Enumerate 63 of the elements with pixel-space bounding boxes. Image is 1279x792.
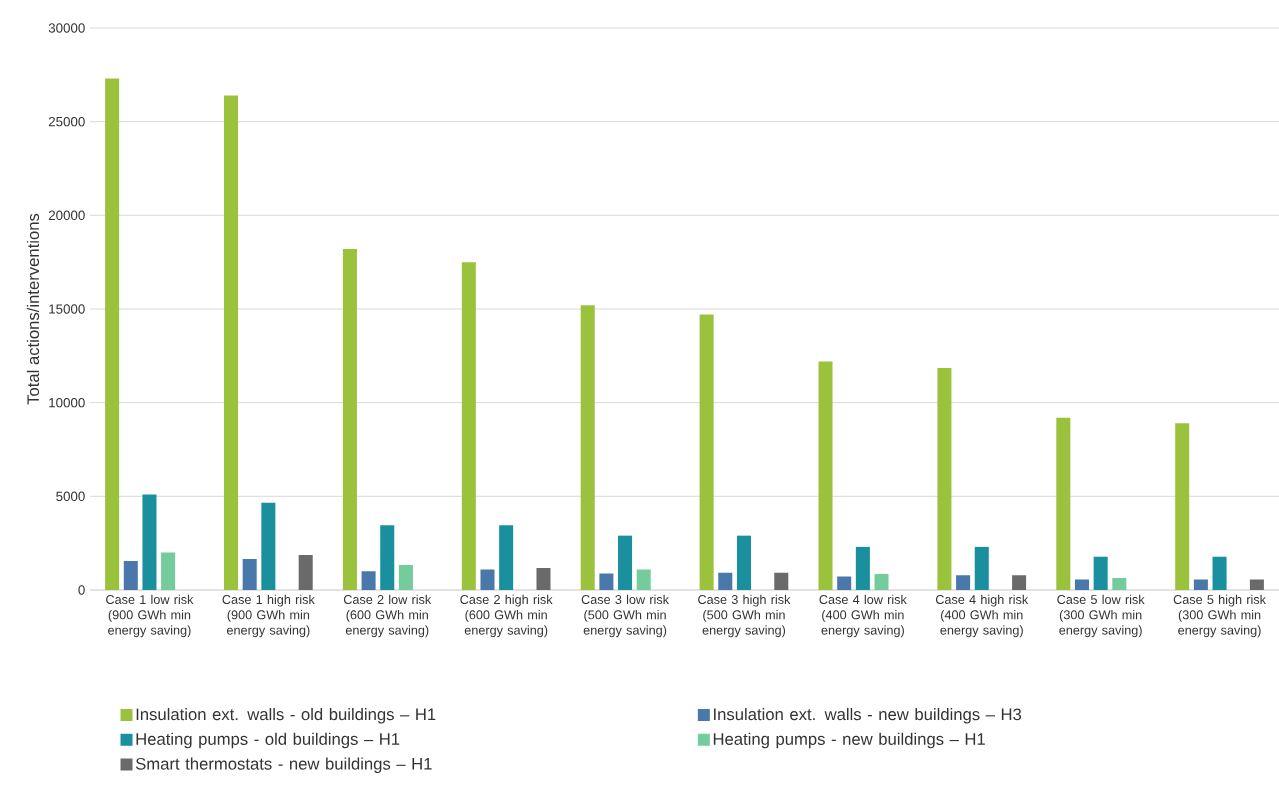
bar <box>380 525 395 590</box>
x-tick-label: Case 3 low risk (500 GWh min energy saving) <box>581 594 670 638</box>
bar <box>1175 423 1190 590</box>
y-tick-label: 0 <box>78 585 85 595</box>
bar <box>736 535 751 590</box>
bar <box>855 546 870 590</box>
y-tick-label: 10000 <box>49 397 85 408</box>
bar <box>718 572 733 590</box>
legend-label: Smart thermostats - new buildings – H1 <box>135 757 432 773</box>
bar <box>499 525 514 590</box>
bar <box>974 546 989 590</box>
bar <box>937 368 952 590</box>
bar <box>242 559 257 590</box>
bar <box>818 361 833 590</box>
x-tick-label: Case 4 high risk (400 GWh min energy saving) <box>935 594 1029 638</box>
bar <box>618 535 633 590</box>
bar <box>161 552 176 590</box>
legend-label: Insulation ext. walls - new buildings – H3 <box>714 707 1022 724</box>
y-tick-label: 25000 <box>48 116 85 127</box>
bar <box>398 565 413 590</box>
legend-label: Heating pumps - new buildings – H1 <box>713 732 985 749</box>
legend-label: Insulation ext. walls - old buildings – H1 <box>136 707 436 724</box>
bar <box>774 572 789 590</box>
y-axis-title: Total actions/interventions <box>26 213 40 405</box>
x-tick-label: Case 2 high risk (600 GWh min energy saving) <box>460 594 553 638</box>
bar <box>461 262 476 590</box>
x-tick-label: Case 1 low risk (900 GWh min energy saving) <box>106 594 194 638</box>
bar <box>361 571 376 590</box>
bar <box>1093 556 1108 590</box>
bar <box>874 573 889 590</box>
bar <box>636 569 651 590</box>
bar <box>298 554 313 590</box>
bar <box>261 502 276 590</box>
x-tick-label: Case 3 high risk (500 GWh min energy saving) <box>698 594 791 638</box>
x-tick-label: Case 5 high risk (300 GWh min energy saving) <box>1173 594 1267 638</box>
bar <box>837 576 852 590</box>
legend-label: Heating pumps - old buildings – H1 <box>136 732 400 749</box>
y-tick-label: 20000 <box>48 210 85 221</box>
x-tick-label: Case 1 high risk (900 GWh min energy saving) <box>222 594 315 638</box>
bar <box>1056 417 1071 590</box>
y-tick-label: 15000 <box>49 304 85 314</box>
y-tick-label: 30000 <box>48 23 85 33</box>
bar <box>956 575 971 590</box>
bar <box>142 494 157 590</box>
bar <box>1249 579 1264 590</box>
bar <box>123 560 138 590</box>
x-tick-label: Case 5 low risk (300 GWh min energy saving) <box>1057 594 1145 638</box>
x-tick-label: Case 4 low risk (400 GWh min energy saving) <box>819 594 907 638</box>
bar <box>699 314 714 590</box>
bar <box>1212 556 1227 590</box>
bar <box>536 568 551 590</box>
bar <box>105 78 120 590</box>
bar <box>342 249 357 590</box>
bar <box>1112 578 1127 590</box>
bar <box>480 569 495 590</box>
bar <box>599 573 614 590</box>
bar <box>1074 579 1090 590</box>
bar <box>580 305 595 590</box>
bar <box>1193 579 1208 590</box>
y-tick-label: 5000 <box>56 491 85 502</box>
bar <box>1012 575 1027 590</box>
x-tick-label: Case 2 low risk (600 GWh min energy saving) <box>343 594 432 638</box>
bar <box>224 95 239 590</box>
